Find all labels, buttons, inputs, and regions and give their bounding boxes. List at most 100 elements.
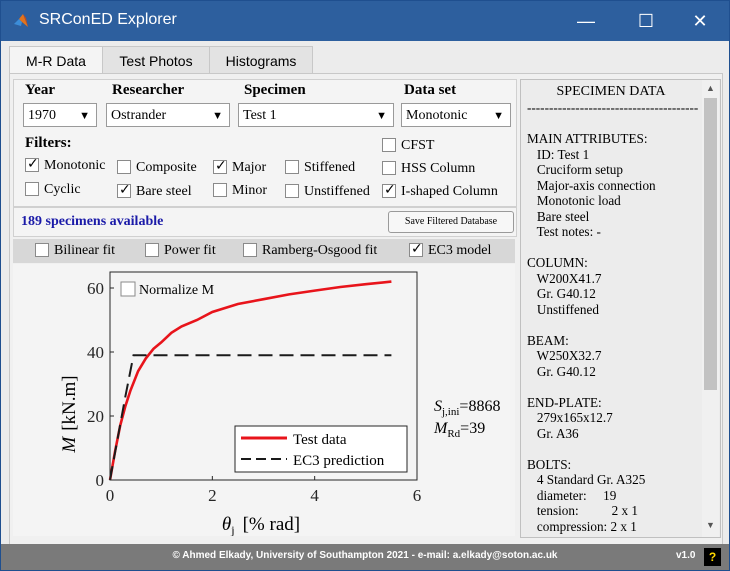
specimen-data-line: 4 Standard Gr. A325	[527, 472, 646, 487]
matlab-logo-icon	[14, 14, 28, 27]
specimen-data-line: MAIN ATTRIBUTES:	[527, 131, 648, 146]
researcher-dropdown[interactable]: Ostrander ▼	[106, 103, 230, 127]
check-icon: ✓	[411, 241, 423, 257]
footer-credit: © Ahmed Elkady, University of Southampto…	[172, 550, 558, 561]
specimen-data-line: Gr. G40.12	[527, 286, 596, 301]
fit-options-bar: Bilinear fit Power fit Ramberg-Osgood fi…	[13, 239, 515, 263]
scroll-down-icon[interactable]: ▼	[706, 520, 715, 530]
series-line-ec3-prediction	[109, 354, 392, 481]
chevron-down-icon: ▼	[79, 110, 90, 122]
filter-stiffened-checkbox[interactable]: Stiffened	[285, 159, 375, 177]
dataset-value: Monotonic	[406, 108, 468, 123]
status-bar: 189 specimens available Save Filtered Da…	[13, 207, 517, 237]
check-icon: ✓	[27, 156, 39, 172]
footer-bar: © Ahmed Elkady, University of Southampto…	[1, 544, 729, 570]
specimen-data-line	[527, 379, 698, 395]
dataset-label: Data set	[404, 82, 457, 98]
dataset-dropdown[interactable]: Monotonic ▼	[401, 103, 511, 127]
specimen-data-line	[527, 317, 698, 333]
chevron-down-icon: ▼	[493, 110, 504, 122]
specimen-data-line	[527, 441, 698, 457]
specimen-data-line: Bare steel	[527, 208, 590, 224]
filter-major-checkbox[interactable]: ✓ Major	[213, 158, 267, 175]
help-button[interactable]: ?	[704, 548, 721, 566]
legend-label-test-data: Test data	[293, 432, 347, 448]
version-label: v1.0	[676, 550, 696, 561]
specimen-data-line: BOLTS:	[527, 456, 572, 472]
chevron-down-icon: ▼	[376, 110, 387, 122]
filter-bare-steel-checkbox[interactable]: ✓ Bare steel	[117, 182, 192, 199]
filters-label: Filters:	[25, 135, 72, 151]
chevron-down-icon: ▼	[212, 110, 223, 122]
specimen-data-line: compression: 2 x 1	[527, 518, 637, 534]
check-icon: ✓	[215, 158, 227, 174]
filter-minor-checkbox[interactable]: Minor	[213, 182, 277, 200]
specimen-data-line: Major-axis connection	[527, 177, 656, 193]
ramberg-osgood-fit-checkbox[interactable]: Ramberg-Osgood fit	[243, 242, 383, 260]
tab-histograms[interactable]: Histograms	[209, 46, 313, 75]
filter-monotonic-checkbox[interactable]: ✓ Monotonic	[25, 156, 106, 173]
x-axis-label: θj [% rad]	[222, 514, 300, 536]
specimen-scrollbar[interactable]: ▲ ▼	[702, 80, 719, 537]
y-axis-label: M[kN.m]	[59, 375, 80, 453]
specimen-data-line: W200X41.7	[527, 270, 602, 286]
plot-area: M[kN.m] θj [% rad] 0 2 4 6 0 20 40 60 Normalize …	[13, 264, 515, 537]
specimen-data-line	[527, 116, 698, 132]
specimen-data-line: Gr. G40.12	[527, 363, 596, 379]
specimen-label: Specimen	[244, 82, 306, 98]
specimen-data-text: --------------------------------------- …	[527, 100, 698, 534]
filter-hss-column-checkbox[interactable]: HSS Column	[382, 160, 492, 178]
specimen-data-title: SPECIMEN DATA	[556, 84, 666, 99]
specimen-count-text: 189 specimens available	[21, 214, 164, 229]
filter-cfst-checkbox[interactable]: CFST	[382, 137, 452, 155]
specimen-value: Test 1	[243, 108, 277, 123]
specimen-data-line: Monotonic load	[527, 193, 621, 208]
filter-composite-checkbox[interactable]: Composite	[117, 159, 207, 177]
specimen-data-line: END-PLATE:	[527, 394, 602, 410]
specimen-data-line: tension: 2 x 1	[527, 503, 638, 518]
specimen-data-line: Test notes: -	[527, 224, 601, 239]
x-tick-label: 2	[208, 486, 217, 505]
researcher-label: Researcher	[112, 82, 185, 98]
ec3-model-checkbox[interactable]: ✓ EC3 model	[409, 241, 492, 258]
bilinear-fit-checkbox[interactable]: Bilinear fit	[35, 242, 135, 260]
filter-unstiffened-checkbox[interactable]: Unstiffened	[285, 183, 380, 201]
specimen-data-line	[527, 240, 698, 256]
tab-test-photos[interactable]: Test Photos	[102, 46, 210, 75]
scroll-up-icon[interactable]: ▲	[706, 83, 715, 93]
specimen-data-line: diameter: 19	[527, 487, 617, 503]
tab-mr-data[interactable]: M-R Data	[9, 46, 103, 75]
mrd-label: MRd=39	[433, 420, 485, 440]
y-tick-label: 0	[96, 471, 105, 490]
check-icon: ✓	[119, 182, 131, 198]
y-tick-label: 20	[87, 407, 104, 426]
check-icon: ✓	[384, 182, 396, 198]
specimen-data-line: ID: Test 1	[527, 146, 590, 162]
specimen-data-line: Gr. A36	[527, 425, 579, 441]
specimen-data-line: Cruciform setup	[527, 162, 623, 177]
scrollbar-thumb[interactable]	[704, 98, 717, 390]
maximize-button[interactable]: ☐	[637, 11, 655, 31]
svg-text:Normalize M: Normalize M	[139, 283, 215, 298]
year-dropdown[interactable]: 1970 ▼	[23, 103, 97, 127]
close-button[interactable]: ✕	[692, 11, 708, 31]
y-tick-label: 40	[87, 343, 104, 362]
filter-i-shaped-column-checkbox[interactable]: ✓ I-shaped Column	[382, 182, 498, 199]
minimize-button[interactable]: —	[577, 11, 595, 31]
year-value: 1970	[28, 108, 56, 123]
plot-frame	[109, 271, 418, 481]
specimen-data-line: 279x165x12.7	[527, 410, 613, 425]
researcher-value: Ostrander	[111, 108, 167, 123]
power-fit-checkbox[interactable]: Power fit	[145, 242, 235, 260]
legend-label-ec3: EC3 prediction	[293, 453, 385, 469]
x-tick-label: 4	[310, 486, 319, 505]
specimen-data-line: COLUMN:	[527, 255, 588, 270]
normalize-m-checkbox[interactable]: Normalize M	[120, 281, 215, 298]
save-filtered-database-button[interactable]: Save Filtered Database	[388, 211, 514, 233]
specimen-data-line: W250X32.7	[527, 348, 602, 363]
specimen-dropdown[interactable]: Test 1 ▼	[238, 103, 394, 127]
chart-legend: Test data EC3 prediction	[234, 425, 408, 473]
specimen-data-line: ---------------------------------------	[527, 100, 699, 115]
filter-cyclic-checkbox[interactable]: Cyclic	[25, 181, 105, 199]
